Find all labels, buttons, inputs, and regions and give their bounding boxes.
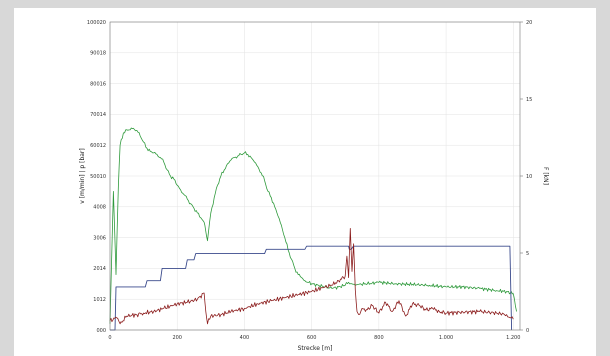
plot-border bbox=[109, 21, 521, 331]
y-left-tick-label: 2014 bbox=[93, 266, 106, 272]
x-tick-label: 1.000 bbox=[439, 335, 453, 341]
y-left-tick-label: 3006 bbox=[93, 235, 106, 241]
y-left-tick-label: 90018 bbox=[90, 51, 106, 57]
y-right-tick-label: 15 bbox=[526, 97, 532, 103]
y-left-tick-label: 1012 bbox=[93, 297, 106, 303]
speed-line bbox=[109, 127, 517, 324]
x-tick-label: 600 bbox=[307, 335, 317, 341]
y-left-tick-label: 4008 bbox=[93, 205, 106, 211]
pressure-line bbox=[110, 245, 513, 331]
chart-frame: 0 200 400 600 800 1.000 1.200 000 1012 2014 3006 4… bbox=[14, 8, 596, 356]
y-left-tick-label: 80016 bbox=[90, 81, 106, 87]
y-axis-left-ticks: 000 1012 2014 3006 4008 50010 60012 70014 80016 9… bbox=[87, 20, 106, 334]
y-left-tick-label: 70014 bbox=[90, 112, 106, 118]
y-left-tick-label: 50010 bbox=[90, 174, 106, 180]
y-axis-left-label: v [m/min] | p [bar] bbox=[79, 148, 86, 204]
grid bbox=[109, 21, 520, 331]
y-axis-right-ticks: 0 5 10 15 20 bbox=[520, 20, 532, 334]
force-line bbox=[109, 228, 514, 325]
y-left-tick-label: 60012 bbox=[90, 143, 106, 149]
line-chart: 0 200 400 600 800 1.000 1.200 0001012201430064… bbox=[79, 20, 549, 352]
y-right-tick-label: 20 bbox=[526, 20, 532, 26]
y-axis-right-label: F [kN] bbox=[542, 167, 549, 185]
x-tick-label: 400 bbox=[240, 335, 250, 341]
x-tick-label: 800 bbox=[374, 335, 384, 341]
x-axis-label: Strecke [m] bbox=[298, 345, 333, 352]
x-axis-ticks: 0 200 400 600 800 1.000 1.200 bbox=[108, 335, 520, 341]
x-tick-label: 1.200 bbox=[506, 335, 520, 341]
y-right-tick-label: 5 bbox=[526, 251, 529, 257]
y-right-tick-label: 0 bbox=[526, 328, 529, 334]
y-left-tick-label: 100020 bbox=[87, 20, 106, 26]
series-group bbox=[109, 127, 517, 331]
x-tick-label: 0 bbox=[108, 335, 111, 341]
y-left-tick-label: 000 bbox=[96, 328, 106, 334]
y-right-tick-label: 10 bbox=[526, 174, 532, 180]
x-tick-label: 200 bbox=[172, 335, 182, 341]
